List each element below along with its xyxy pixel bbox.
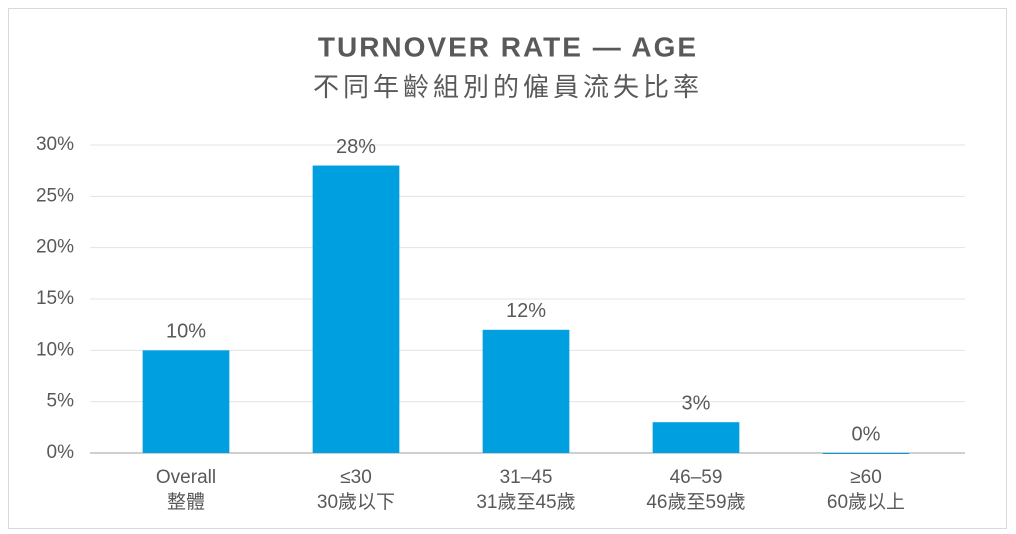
x-tick-label: 46歲至59歲	[646, 491, 745, 513]
bar	[142, 350, 230, 453]
bar	[652, 422, 740, 453]
chart-title: TURNOVER RATE — AGE	[318, 31, 698, 62]
value-label: 10%	[166, 321, 206, 343]
y-tick-label: 10%	[36, 339, 74, 360]
x-tick-label: ≥60	[850, 467, 882, 488]
bar	[822, 453, 910, 454]
value-label: 0%	[852, 423, 881, 445]
x-tick-label: 31歲至45歲	[476, 491, 575, 513]
x-tick-label: 整體	[167, 491, 205, 513]
bar	[312, 165, 400, 454]
y-tick-label: 15%	[36, 288, 74, 309]
x-tick-label: ≤30	[340, 467, 372, 488]
value-label: 28%	[336, 136, 376, 158]
y-tick-label: 25%	[36, 185, 74, 206]
y-tick-label: 0%	[47, 442, 75, 463]
y-tick-label: 5%	[47, 391, 75, 412]
chart-subtitle: 不同年齡組別的僱員流失比率	[313, 72, 703, 102]
x-tick-label: 46–59	[670, 467, 723, 488]
value-label: 12%	[506, 300, 546, 322]
x-tick-label: 30歲以下	[317, 491, 395, 513]
value-label: 3%	[682, 392, 711, 414]
x-tick-label: 60歲以上	[827, 491, 905, 513]
x-tick-label: Overall	[156, 467, 216, 488]
bar	[482, 329, 570, 453]
y-tick-label: 20%	[36, 237, 74, 258]
x-tick-label: 31–45	[500, 467, 553, 488]
y-tick-label: 30%	[36, 134, 74, 155]
